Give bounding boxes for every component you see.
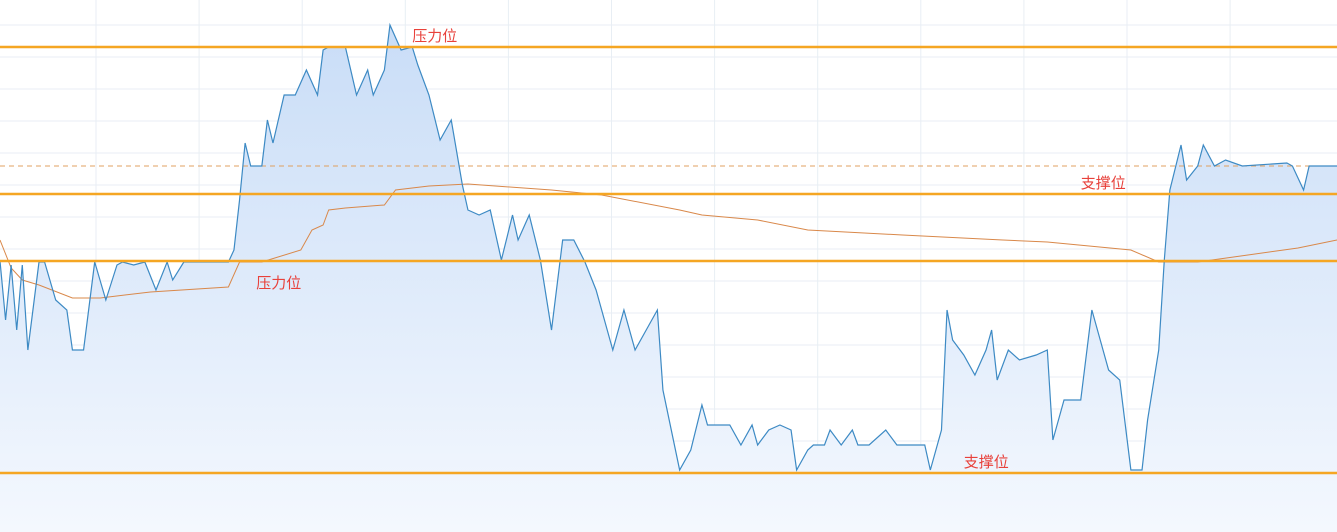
average-price-line [0,183,1337,299]
price-area-fill [0,25,1337,532]
level-lines [0,45,1337,475]
level-label-resistance-lower: 压力位 [256,274,302,292]
level-label-resistance-top: 压力位 [412,27,458,45]
level-label-support-bottom: 支撑位 [963,453,1009,471]
level-label-support-upper: 支撑位 [1080,174,1126,192]
